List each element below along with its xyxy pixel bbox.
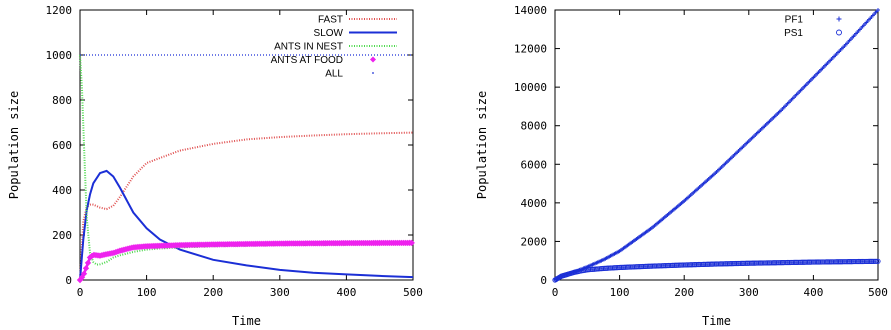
x-tick-label: 0 — [552, 286, 559, 299]
data-point — [408, 239, 415, 247]
y-tick-label: 4000 — [521, 197, 548, 210]
series-ants-in-nest — [79, 54, 414, 266]
legend: FAST SLOW ANTS IN NEST ANTS AT FOOD ALL — [271, 15, 397, 80]
legend-swatch — [836, 29, 842, 36]
x-tick-label: 400 — [336, 286, 356, 299]
y-tick-label: 600 — [52, 139, 72, 152]
series-line — [79, 54, 414, 266]
series-pf1 — [553, 8, 880, 282]
legend-label: SLOW — [314, 28, 344, 39]
y-tick-label: 2000 — [521, 235, 548, 248]
legend-swatch — [372, 72, 374, 74]
y-tick-label: 12000 — [514, 43, 547, 56]
legend-label: PF1 — [785, 15, 804, 26]
y-tick-label: 0 — [65, 274, 72, 287]
x-tick-label: 500 — [868, 286, 888, 299]
y-tick-label: 1200 — [46, 4, 73, 17]
y-tick-label: 6000 — [521, 158, 548, 171]
plot-frame — [554, 9, 879, 281]
left-chart: 0 100 200 300 400 500 0 200 400 600 800 1000 1200 Tim… — [7, 4, 423, 328]
legend-label: FAST — [318, 15, 343, 26]
y-tick-label: 8000 — [521, 120, 548, 133]
y-tick-label: 200 — [52, 229, 72, 242]
y-tick-label: 0 — [540, 274, 547, 287]
series-fast — [79, 131, 414, 281]
legend-label: ANTS AT FOOD — [271, 55, 343, 66]
y-tick-label: 1000 — [46, 49, 73, 62]
x-axis-label: Time — [232, 314, 261, 328]
data-point — [84, 259, 92, 267]
x-tick-label: 200 — [203, 286, 223, 299]
x-tick-label: 100 — [137, 286, 157, 299]
x-tick-label: 500 — [403, 286, 423, 299]
series-slow — [79, 169, 414, 281]
series-line — [79, 131, 414, 281]
legend-swatch — [370, 56, 376, 63]
right-chart: 0 100 200 300 400 500 0 2000 4000 6000 8000 10000 12… — [475, 4, 888, 328]
data-point — [875, 258, 881, 264]
legend-label: ANTS IN NEST — [274, 42, 343, 53]
legend-label: ALL — [325, 69, 343, 80]
x-axis-label: Time — [702, 314, 731, 328]
x-tick-label: 0 — [77, 286, 84, 299]
legend-swatch — [836, 16, 842, 22]
y-tick-label: 800 — [52, 94, 72, 107]
series-ants-at-food — [76, 239, 415, 284]
x-tick-label: 200 — [674, 286, 694, 299]
data-point — [876, 8, 880, 12]
plot-frame — [79, 9, 414, 281]
x-tick-label: 400 — [803, 286, 823, 299]
x-tick-label: 300 — [739, 286, 759, 299]
x-tick-label: 100 — [610, 286, 630, 299]
y-axis-label: Population size — [7, 91, 21, 199]
y-tick-label: 14000 — [514, 4, 547, 17]
data-point — [82, 265, 90, 272]
series-ps1 — [552, 258, 881, 283]
x-tick-label: 300 — [270, 286, 290, 299]
data-point — [80, 270, 88, 277]
y-tick-label: 400 — [52, 184, 72, 197]
y-tick-label: 10000 — [514, 81, 547, 94]
legend-label: PS1 — [784, 28, 803, 39]
y-axis-label: Population size — [475, 91, 489, 199]
series-line — [79, 169, 414, 281]
